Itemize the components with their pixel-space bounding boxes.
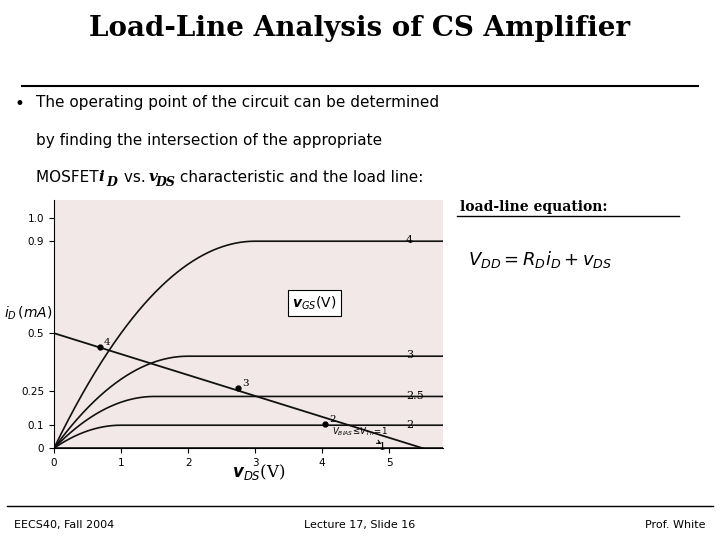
Text: v: v — [149, 170, 158, 184]
Text: 2.5: 2.5 — [406, 391, 423, 401]
Text: i: i — [99, 170, 104, 184]
Text: load-line equation:: load-line equation: — [460, 200, 608, 214]
Text: $V_{DD} = R_D i_D + v_{DS}$: $V_{DD} = R_D i_D + v_{DS}$ — [468, 249, 613, 270]
Text: $i_D\/(mA)$: $i_D\/(mA)$ — [4, 305, 52, 322]
Text: Lecture 17, Slide 16: Lecture 17, Slide 16 — [305, 519, 415, 530]
Text: The operating point of the circuit can be determined: The operating point of the circuit can b… — [36, 96, 439, 111]
Text: •: • — [14, 96, 24, 113]
Text: 3: 3 — [243, 379, 249, 388]
Text: vs.: vs. — [119, 170, 150, 185]
Text: by finding the intersection of the appropriate: by finding the intersection of the appro… — [36, 133, 382, 148]
Text: 1: 1 — [379, 442, 386, 452]
Text: $V_{BIAS}\!\leq\!V_{Tn}\!=\!1$: $V_{BIAS}\!\leq\!V_{Tn}\!=\!1$ — [332, 426, 388, 443]
Text: 4: 4 — [406, 235, 413, 245]
Text: MOSFET: MOSFET — [36, 170, 104, 185]
Text: $\boldsymbol{v}_{GS}$(V): $\boldsymbol{v}_{GS}$(V) — [292, 295, 336, 312]
Text: 2: 2 — [330, 415, 336, 424]
Text: characteristic and the load line:: characteristic and the load line: — [175, 170, 423, 185]
Text: $\boldsymbol{v}_{DS}$(V): $\boldsymbol{v}_{DS}$(V) — [233, 462, 286, 483]
Text: EECS40, Fall 2004: EECS40, Fall 2004 — [14, 519, 114, 530]
Text: Prof. White: Prof. White — [645, 519, 706, 530]
Text: DS: DS — [155, 176, 175, 189]
Text: 4: 4 — [104, 338, 110, 347]
Text: 2: 2 — [406, 420, 413, 429]
Text: Load-Line Analysis of CS Amplifier: Load-Line Analysis of CS Amplifier — [89, 15, 631, 42]
Text: D: D — [106, 176, 117, 189]
Text: 3: 3 — [406, 350, 413, 360]
